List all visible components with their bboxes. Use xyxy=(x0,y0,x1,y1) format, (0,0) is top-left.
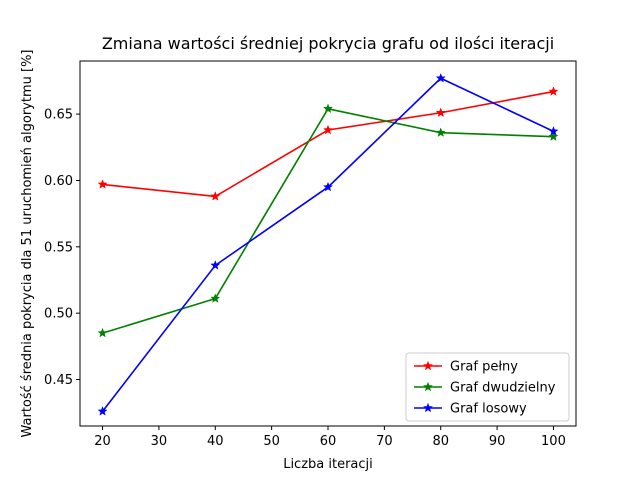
legend-star-marker xyxy=(422,360,434,371)
y-tick-label: 0.65 xyxy=(44,108,73,123)
x-tick-label: 100 xyxy=(541,434,566,449)
data-point-star xyxy=(210,191,221,201)
data-point-star xyxy=(435,127,446,137)
y-tick-label: 0.50 xyxy=(44,307,73,322)
legend-label: Graf pełny xyxy=(450,360,518,375)
legend-star-marker xyxy=(422,381,434,392)
data-point-star xyxy=(97,327,108,338)
plot-area xyxy=(97,72,559,416)
x-axis: 20 30 40 50 60 70 80 90 100 xyxy=(94,426,566,449)
x-tick-label: 70 xyxy=(376,434,393,449)
x-tick-label: 30 xyxy=(151,434,168,449)
y-tick-label: 0.55 xyxy=(44,240,73,255)
data-point-star xyxy=(322,181,334,192)
x-tick-label: 60 xyxy=(320,434,337,449)
chart-title: Zmiana wartości średniej pokrycia grafu … xyxy=(102,34,554,53)
x-tick-label: 50 xyxy=(263,434,280,449)
y-tick-label: 0.60 xyxy=(44,174,73,189)
legend-box xyxy=(405,352,570,422)
legend-star-marker xyxy=(422,402,434,413)
x-tick-label: 90 xyxy=(489,434,506,449)
x-tick-label: 40 xyxy=(207,434,224,449)
data-point-star xyxy=(210,260,221,270)
data-point-star xyxy=(97,406,108,416)
legend-label: Graf losowy xyxy=(450,402,527,417)
x-tick-label: 20 xyxy=(94,434,111,449)
data-point-star xyxy=(210,293,221,303)
data-point-star xyxy=(97,179,108,189)
x-tick-label: 80 xyxy=(432,434,449,449)
legend: Graf pełny Graf dwudzielny Graf losowy xyxy=(405,352,570,422)
series-line-1 xyxy=(102,107,554,334)
y-axis-title: Wartość średnia pokrycia dla 51 uruchomi… xyxy=(20,50,35,438)
data-point-star xyxy=(322,124,334,135)
y-axis: 0.45 0.50 0.55 0.60 0.65 xyxy=(44,108,80,388)
data-point-star xyxy=(548,126,559,136)
data-point-star xyxy=(435,107,446,118)
x-axis-title: Liczba iteracji xyxy=(283,457,373,472)
data-point-star xyxy=(322,103,334,114)
data-point-star xyxy=(548,86,559,96)
legend-label: Graf dwudzielny xyxy=(450,381,556,396)
data-point-star xyxy=(435,72,446,83)
y-tick-label: 0.45 xyxy=(44,373,73,388)
data-point-star xyxy=(548,131,559,141)
